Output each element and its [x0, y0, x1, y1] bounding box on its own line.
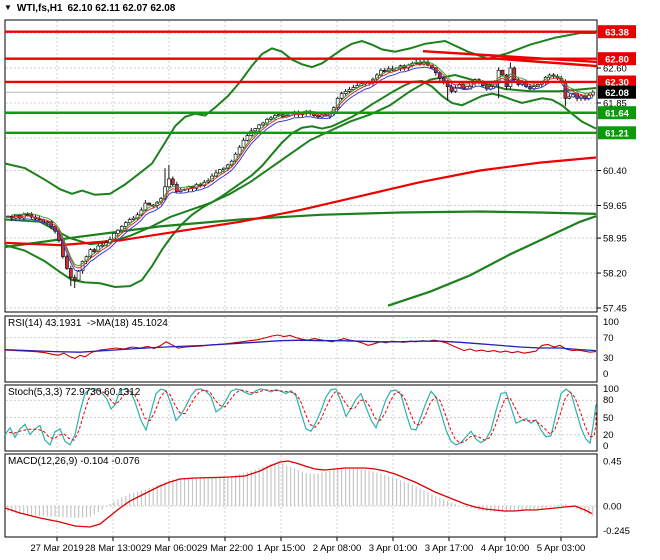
time-label: 5 Apr 03:00: [537, 543, 586, 554]
stoch-tick-label: 100: [603, 384, 619, 395]
svg-text:62.80: 62.80: [605, 54, 629, 65]
macd-histogram: [7, 463, 594, 518]
rsi-tick-label: 100: [603, 317, 619, 328]
rsi-ma-line: [4, 339, 597, 353]
stoch-tick-label: 20: [603, 430, 614, 441]
price-tick-label: 58.95: [603, 234, 627, 245]
time-label: 4 Apr 10:00: [481, 543, 530, 554]
channel-lower-line: [496, 57, 598, 68]
svg-text:61.21: 61.21: [605, 128, 629, 139]
price-tick-label: 62.60: [603, 64, 627, 75]
ma-fast-red: [11, 63, 593, 269]
time-label: 1 Apr 15:00: [257, 543, 306, 554]
rsi-pane[interactable]: [4, 315, 598, 383]
svg-text:61.64: 61.64: [605, 108, 629, 119]
support-price-tag: 61.64: [598, 106, 636, 119]
stoch-pane[interactable]: [4, 384, 598, 452]
bollinger-upper-band: [4, 32, 596, 196]
resistance-price-tag: 62.30: [598, 75, 636, 89]
time-label: 3 Apr 17:00: [425, 543, 474, 554]
price-tick-label: 61.85: [603, 98, 627, 109]
time-label: 29 Mar 22:00: [197, 543, 253, 554]
stoch-d-line: [8, 389, 597, 444]
time-label: 2 Apr 08:00: [313, 543, 362, 554]
svg-text:63.38: 63.38: [605, 27, 629, 38]
svg-text:62.08: 62.08: [605, 88, 629, 99]
time-label: 29 Mar 06:00: [141, 543, 197, 554]
rsi-tick-label: 70: [603, 333, 614, 344]
rsi-tick-label: 30: [603, 353, 614, 364]
stoch-tick-label: 0: [603, 441, 608, 452]
time-label: 28 Mar 13:00: [85, 543, 141, 554]
stoch-k-line: [4, 388, 597, 446]
stoch-tick-label: 50: [603, 413, 614, 424]
price-tick-label: 57.45: [603, 304, 627, 315]
time-label: 27 Mar 2019: [30, 543, 83, 554]
price-tick-label: 59.65: [603, 201, 627, 212]
outer-lower-band: [387, 215, 597, 307]
time-label: 3 Apr 01:00: [369, 543, 418, 554]
svg-text:62.30: 62.30: [605, 78, 629, 89]
rsi-tick-label: 0: [603, 369, 608, 380]
resistance-price-tag: 63.38: [598, 25, 636, 38]
macd-pane[interactable]: [4, 453, 598, 538]
channel-upper-line: [422, 50, 598, 64]
price-tick-label: 58.20: [603, 269, 627, 280]
macd-signal-line: [4, 460, 593, 528]
bollinger-lower-band: [4, 79, 597, 289]
current-price-tag: 62.08: [598, 85, 636, 99]
macd-tick-label: -0.245: [603, 526, 630, 537]
price-tick-label: 60.40: [603, 166, 627, 177]
resistance-price-tag: 62.80: [598, 52, 636, 65]
ma-fast-blue: [11, 66, 593, 272]
ma-slow-green: [4, 210, 597, 249]
support-price-tag: 61.21: [598, 126, 636, 139]
macd-tick-label: 0.45: [603, 457, 622, 468]
macd-tick-label: 0.00: [603, 502, 622, 513]
ma-slow-red: [4, 156, 597, 247]
stoch-tick-label: 80: [603, 395, 614, 406]
